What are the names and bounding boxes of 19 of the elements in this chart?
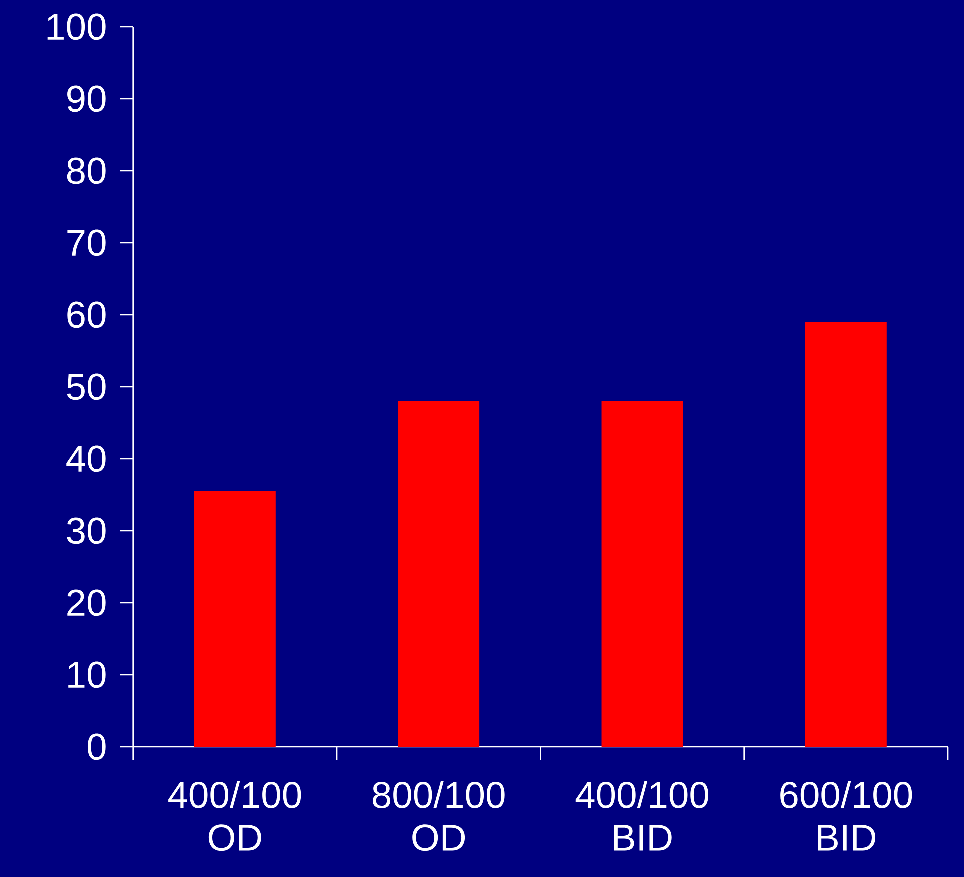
y-tick-label: 60 xyxy=(68,302,106,328)
x-tick-label: 600/100 BID xyxy=(780,781,912,851)
y-tick-label: 20 xyxy=(68,590,106,616)
y-tick-label: 50 xyxy=(67,374,106,400)
y-tick-label: 10 xyxy=(68,662,106,688)
bar xyxy=(805,322,887,747)
bar xyxy=(398,401,480,747)
x-tick-label: 400/100 BID xyxy=(576,781,708,851)
bar xyxy=(602,401,684,747)
y-tick-label: 0 xyxy=(88,734,106,760)
y-tick-label: 90 xyxy=(68,86,106,112)
x-tick-label: 400/100 OD xyxy=(168,781,302,852)
y-tick-label: 40 xyxy=(66,446,106,472)
x-tick-label: 800/100 OD xyxy=(372,781,505,852)
y-tick-label: 70 xyxy=(68,230,106,256)
y-tick-label: 80 xyxy=(67,158,106,184)
y-tick-label: 30 xyxy=(67,518,106,544)
y-tick-label: 100 xyxy=(48,14,106,40)
bar xyxy=(194,491,276,747)
